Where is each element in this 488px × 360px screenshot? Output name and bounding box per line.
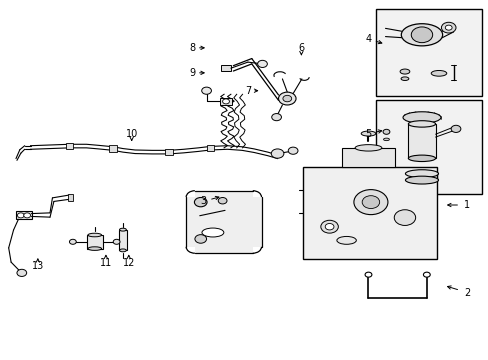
Ellipse shape: [88, 233, 102, 237]
Circle shape: [325, 224, 333, 230]
Text: 11: 11: [100, 258, 112, 268]
Ellipse shape: [361, 131, 375, 136]
Bar: [65, 143, 73, 149]
Ellipse shape: [336, 237, 356, 244]
Bar: [302, 167, 436, 258]
Text: 5: 5: [365, 129, 371, 139]
Text: 2: 2: [463, 288, 469, 297]
Ellipse shape: [400, 77, 408, 81]
Circle shape: [278, 92, 295, 105]
Bar: [407, 124, 435, 158]
Circle shape: [320, 220, 338, 233]
Circle shape: [218, 198, 226, 204]
Circle shape: [365, 272, 371, 277]
Circle shape: [17, 269, 27, 276]
Circle shape: [450, 125, 460, 132]
Ellipse shape: [383, 138, 388, 141]
Bar: [341, 148, 394, 167]
Ellipse shape: [202, 228, 224, 237]
Ellipse shape: [88, 247, 102, 250]
Circle shape: [393, 210, 415, 225]
Circle shape: [382, 129, 389, 134]
Ellipse shape: [402, 112, 440, 123]
Circle shape: [195, 235, 206, 243]
Bar: [220, 98, 231, 105]
Bar: [165, 149, 173, 156]
Text: 6: 6: [298, 43, 304, 53]
Bar: [405, 174, 438, 180]
Bar: [221, 65, 230, 71]
Ellipse shape: [119, 228, 126, 231]
Circle shape: [222, 99, 229, 104]
Bar: [375, 100, 481, 194]
Bar: [109, 145, 117, 152]
Circle shape: [271, 149, 284, 158]
Ellipse shape: [119, 249, 126, 252]
Circle shape: [423, 272, 429, 277]
Text: 10: 10: [125, 129, 138, 139]
Text: 9: 9: [188, 68, 195, 78]
Circle shape: [201, 87, 211, 94]
Bar: [87, 235, 102, 249]
Circle shape: [441, 22, 455, 33]
Ellipse shape: [354, 145, 381, 151]
Circle shape: [69, 239, 76, 244]
Text: 8: 8: [188, 43, 195, 53]
Text: 12: 12: [122, 258, 135, 268]
Bar: [206, 145, 214, 152]
Ellipse shape: [401, 24, 442, 46]
Text: 3: 3: [200, 197, 206, 206]
Circle shape: [18, 213, 24, 218]
Circle shape: [24, 213, 30, 218]
Ellipse shape: [399, 69, 409, 74]
Text: 4: 4: [365, 34, 371, 44]
Bar: [68, 194, 73, 202]
Ellipse shape: [405, 170, 438, 177]
Bar: [375, 9, 481, 96]
Ellipse shape: [407, 155, 435, 162]
Text: 7: 7: [245, 86, 251, 96]
Circle shape: [257, 60, 267, 67]
Bar: [119, 230, 126, 250]
Text: 13: 13: [32, 261, 44, 271]
Circle shape: [353, 190, 387, 215]
Bar: [195, 191, 252, 253]
Circle shape: [113, 239, 120, 244]
Bar: [16, 211, 31, 219]
Circle shape: [283, 95, 291, 102]
Bar: [186, 197, 261, 247]
Circle shape: [410, 27, 432, 42]
Circle shape: [287, 147, 297, 154]
Ellipse shape: [430, 71, 446, 76]
Circle shape: [194, 198, 206, 207]
Ellipse shape: [407, 121, 435, 127]
Ellipse shape: [405, 176, 438, 184]
Circle shape: [445, 25, 451, 30]
Circle shape: [271, 113, 281, 121]
Text: 1: 1: [463, 200, 469, 210]
Circle shape: [362, 196, 379, 208]
